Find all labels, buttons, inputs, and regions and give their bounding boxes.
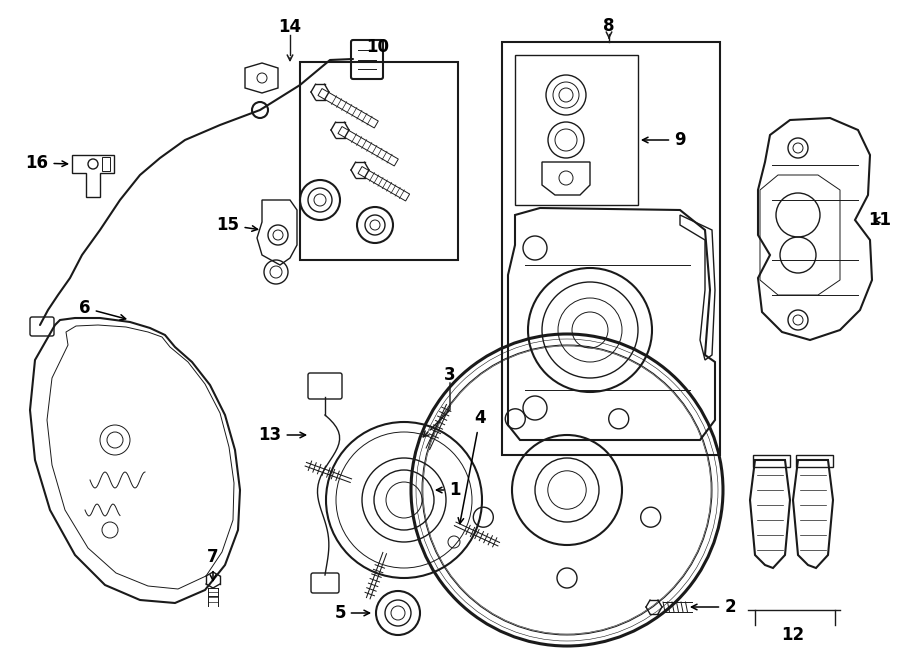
Bar: [515, 55, 638, 205]
Bar: [502, 42, 720, 455]
Text: 10: 10: [366, 38, 390, 56]
Text: 8: 8: [603, 17, 615, 35]
Bar: [300, 62, 458, 260]
Text: 7: 7: [207, 548, 219, 580]
Text: 16: 16: [25, 154, 68, 172]
Bar: [102, 157, 110, 171]
Text: 1: 1: [436, 481, 461, 499]
Text: 4: 4: [458, 409, 486, 524]
Text: 13: 13: [258, 426, 305, 444]
Text: 11: 11: [868, 211, 892, 229]
Text: 9: 9: [643, 131, 686, 149]
Text: 14: 14: [278, 18, 302, 36]
Bar: [753, 455, 790, 467]
Text: 2: 2: [691, 598, 736, 616]
Text: 12: 12: [781, 626, 805, 644]
Text: 5: 5: [334, 604, 370, 622]
Bar: [796, 455, 833, 467]
Text: 3: 3: [445, 366, 455, 384]
Text: 15: 15: [217, 216, 257, 234]
Text: 6: 6: [79, 299, 126, 320]
